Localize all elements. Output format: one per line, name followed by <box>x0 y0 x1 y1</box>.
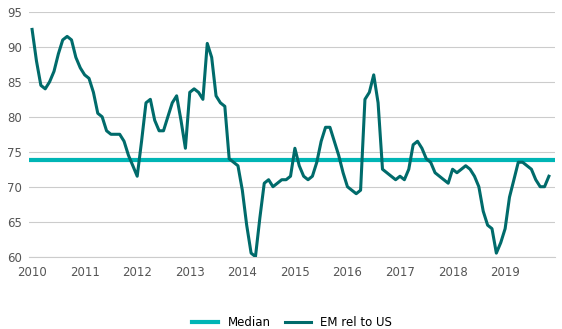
Line: EM rel to US: EM rel to US <box>32 29 549 257</box>
EM rel to US <box>449 167 456 171</box>
Legend: Median, EM rel to US: Median, EM rel to US <box>188 312 397 329</box>
EM rel to US <box>410 143 416 147</box>
EM rel to US <box>546 174 552 178</box>
EM rel to US <box>475 185 482 189</box>
EM rel to US <box>29 27 35 31</box>
EM rel to US <box>134 174 140 178</box>
EM rel to US <box>336 153 342 157</box>
EM rel to US <box>252 255 259 259</box>
EM rel to US <box>191 87 197 91</box>
